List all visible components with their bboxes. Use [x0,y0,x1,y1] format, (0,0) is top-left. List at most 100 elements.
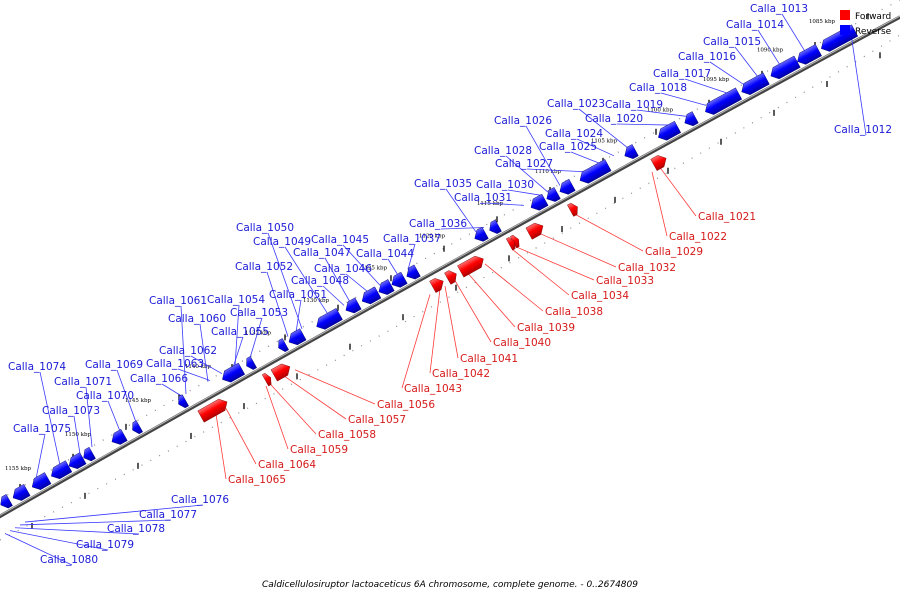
reverse-gene[interactable] [528,193,549,213]
reverse-gene[interactable] [544,187,561,204]
reverse-gene[interactable] [275,338,289,353]
reverse-gene-shape [51,460,73,480]
reverse-gene[interactable] [622,144,639,161]
reverse-gene-label-leader [709,61,745,85]
reverse-gene[interactable] [682,111,699,129]
reverse-gene[interactable] [794,44,822,67]
reverse-gene-shape [624,144,639,159]
reverse-gene-label-leader [526,168,586,173]
inner-track [0,34,900,541]
forward-gene[interactable] [429,275,447,293]
reverse-gene-shape [546,187,561,202]
forward-gene-label-leader [294,369,376,405]
reverse-gene-shape [31,472,52,490]
reverse-gene[interactable] [359,286,382,307]
forward-gene-label-leader [283,375,347,420]
reverse-gene-label: Calla_1012 [834,124,892,136]
reverse-gene-label-leader [234,304,240,367]
reverse-gene-label-leader [161,383,183,397]
reverse-gene-shape [378,279,395,295]
forward-gene-label-leader [269,383,317,435]
reverse-gene[interactable] [376,279,395,297]
scale-tick-label: 1115 kbp [477,201,504,207]
reverse-gene[interactable] [389,271,408,290]
scale-tick-label: 1155 kbp [5,466,32,472]
reverse-gene[interactable] [486,219,502,236]
reverse-gene[interactable] [577,159,612,186]
reverse-gene-label-leader [267,232,303,329]
forward-gene[interactable] [505,236,518,251]
forward-gene[interactable] [567,201,580,217]
reverse-gene-label-leader [342,244,381,286]
reverse-gene[interactable] [768,55,801,82]
reverse-gene-label-leader [199,323,209,382]
reverse-gene-label: Calla_1060 [168,313,226,325]
reverse-gene-label-leader [507,189,543,196]
reverse-gene-shape [288,328,307,346]
forward-gene[interactable] [270,361,293,382]
forward-gene[interactable] [444,268,459,285]
reverse-gene[interactable] [10,484,31,503]
reverse-gene-shape [741,72,770,95]
scale-tick-label: 1120 kbp [419,233,446,239]
forward-gene-label-leader [659,167,697,217]
reverse-gene[interactable] [48,460,73,482]
scale-tick-label: 1125 kbp [361,266,388,272]
forward-gene-shape [505,237,516,251]
scale-tick-label: 1145 kbp [125,398,152,404]
reverse-gene[interactable] [80,446,96,463]
reverse-gene[interactable] [655,120,682,143]
reverse-gene[interactable] [557,178,576,197]
reverse-gene[interactable] [286,328,307,348]
reverse-gene-label: Calla_1079 [76,539,134,551]
reverse-gene[interactable] [404,264,421,282]
reverse-gene-label-leader [14,527,140,535]
scale-tick-label: 1105 kbp [591,138,618,144]
reverse-gene[interactable] [29,472,52,492]
reverse-gene-shape [222,362,246,383]
reverse-gene[interactable] [129,420,143,436]
reverse-gene[interactable] [243,356,257,371]
forward-gene[interactable] [197,396,231,423]
reverse-gene-label-leader [407,243,416,270]
reverse-gene[interactable] [472,226,489,244]
reverse-gene-label: Calla_1017 [653,68,711,80]
reverse-gene-label: Calla_1078 [107,523,165,535]
reverse-gene-label: Calla_1077 [139,509,197,521]
reverse-gene-label-leader [485,202,525,206]
reverse-gene-label: Calla_1046 [314,263,372,275]
reverse-gene[interactable] [702,87,743,118]
reverse-gene-label: Calla_1055 [211,326,269,338]
forward-gene-label: Calla_1040 [493,337,551,349]
reverse-gene-label: Calla_1037 [383,233,441,245]
chromosome-backbone [0,15,900,519]
reverse-gene-shape [559,178,576,195]
reverse-gene-label-leader [85,386,93,448]
reverse-gene[interactable] [109,428,128,447]
reverse-gene-label: Calla_1080 [40,554,98,566]
reverse-gene-label: Calla_1053 [230,307,288,319]
reverse-gene-label: Calla_1062 [159,345,217,357]
reverse-gene-label: Calla_1071 [54,376,112,388]
forward-gene-label: Calla_1021 [698,211,756,223]
reverse-gene-label-leader [505,155,549,193]
reverse-gene-label: Calla_1025 [539,141,597,153]
reverse-gene[interactable] [343,297,362,316]
reverse-gene-shape [316,308,343,330]
forward-gene[interactable] [650,152,670,171]
reverse-gene-shape [530,193,549,211]
forward-gene[interactable] [525,220,546,240]
reverse-gene[interactable] [175,394,189,410]
forward-gene[interactable] [261,372,274,387]
outer-track [0,0,900,500]
reverse-gene[interactable] [219,362,246,385]
reverse-gene[interactable] [66,452,87,472]
reverse-gene[interactable] [0,494,13,510]
forward-gene-label-leader [511,248,570,296]
reverse-gene[interactable] [313,308,343,332]
forward-gene[interactable] [457,253,486,278]
reverse-gene-label-leader [849,26,867,136]
reverse-gene-label: Calla_1070 [76,390,134,402]
forward-gene-shape [525,222,544,240]
reverse-gene[interactable] [739,72,770,98]
